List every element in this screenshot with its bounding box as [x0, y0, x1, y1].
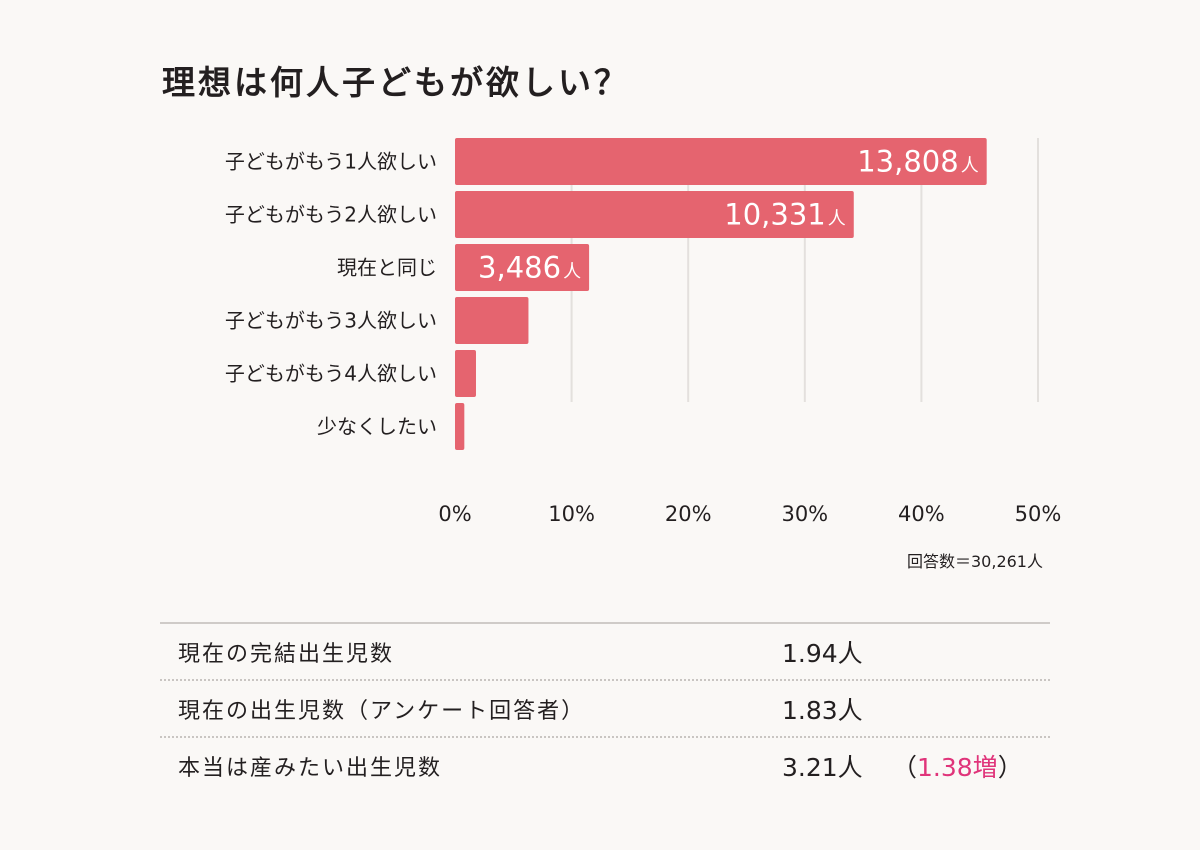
summary-increase-value: 1.38増 — [917, 753, 998, 782]
sample-size-note: 回答数＝30,261人 — [907, 552, 1043, 571]
bar — [455, 297, 529, 344]
bar — [455, 138, 987, 185]
category-label: 現在と同じ — [337, 256, 437, 280]
bar — [455, 350, 476, 397]
summary-label: 本当は産みたい出生児数 — [178, 756, 443, 781]
x-tick-label: 40% — [898, 502, 945, 526]
x-tick-label: 20% — [665, 502, 712, 526]
bar — [455, 244, 590, 291]
category-label: 子どもがもう3人欲しい — [225, 309, 437, 333]
summary-value: 3.21人 — [782, 753, 863, 782]
bar — [455, 191, 854, 238]
value-label: 10,331 人 — [724, 198, 845, 232]
x-tick-label: 0% — [438, 502, 471, 526]
summary-label: 現在の出生児数（アンケート回答者） — [178, 699, 586, 724]
bar-chart: 0% 10% 20% 30% 40% 50% 子どもがもう1人欲しい 13,808 人子どもがも… — [225, 138, 1062, 571]
x-tick-label: 10% — [548, 502, 595, 526]
chart-title: 理想は何人子どもが欲しい？ — [162, 63, 630, 102]
summary-label: 現在の完結出生児数 — [178, 642, 395, 667]
summary-row: 現在の出生児数（アンケート回答者） 1.83人 — [160, 681, 1050, 738]
value-label: 3,486 人 — [478, 251, 581, 285]
summary-value: 1.94人 — [782, 639, 863, 668]
summary-row: 本当は産みたい出生児数 3.21人 （1.38増） — [160, 738, 1050, 793]
category-label: 少なくしたい — [317, 415, 437, 439]
value-label: 13,808 人 — [857, 145, 978, 179]
category-label: 子どもがもう4人欲しい — [225, 362, 437, 386]
summary-paren-close: ） — [997, 753, 1023, 782]
bar — [455, 403, 465, 450]
summary-table: 現在の完結出生児数 1.94人 現在の出生児数（アンケート回答者） 1.83人 … — [160, 622, 1050, 793]
summary-value: 1.83人 — [782, 696, 863, 725]
summary-increase: （1.38増） — [892, 748, 1023, 784]
x-tick-label: 30% — [781, 502, 828, 526]
summary-paren-open: （ — [892, 753, 918, 782]
category-label: 子どもがもう2人欲しい — [225, 203, 437, 227]
category-label: 子どもがもう1人欲しい — [225, 150, 437, 174]
x-tick-label: 50% — [1015, 502, 1062, 526]
summary-row: 現在の完結出生児数 1.94人 — [160, 624, 1050, 681]
